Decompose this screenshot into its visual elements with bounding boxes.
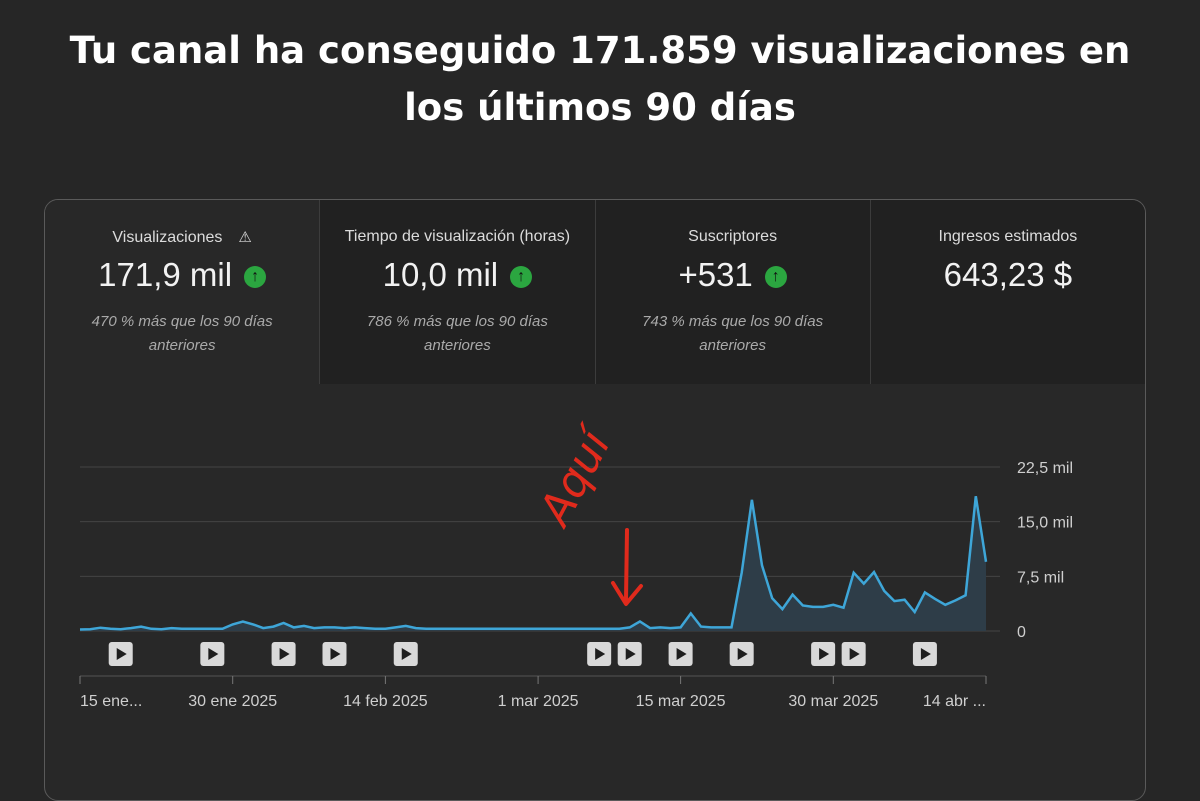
play-icon	[116, 648, 127, 660]
play-icon	[401, 648, 412, 660]
video-marker-icon[interactable]	[729, 642, 754, 666]
play-icon	[625, 648, 636, 660]
x-tick-label: 15 ene...	[80, 693, 142, 710]
metric-revenue[interactable]: Ingresos estimados 643,23 $	[870, 200, 1145, 384]
x-tick-label: 1 mar 2025	[498, 693, 579, 710]
video-marker-icon[interactable]	[587, 642, 612, 666]
arrow-up-icon: ↑	[510, 266, 533, 289]
video-marker-icon[interactable]	[271, 642, 296, 666]
video-marker-icon[interactable]	[912, 642, 937, 666]
play-icon	[737, 648, 748, 660]
annotation-text: Aquí	[528, 417, 623, 535]
x-tick-label: 14 feb 2025	[343, 693, 428, 710]
y-tick-label: 0	[1017, 624, 1026, 641]
x-tick-label: 30 mar 2025	[788, 693, 878, 710]
warning-icon: ⚠	[238, 229, 252, 246]
play-icon	[279, 648, 290, 660]
annotation-arrow-icon	[611, 528, 643, 606]
arrow-up-icon: ↑	[244, 266, 267, 289]
metrics-row: Visualizaciones ⚠ 171,9 mil ↑ 470 % más qu…	[45, 200, 1145, 384]
video-marker-icon[interactable]	[841, 642, 866, 666]
views-line	[79, 496, 988, 631]
metric-subscribers-note: 743 % más que los 90 días anteriores	[642, 313, 824, 354]
play-icon	[676, 648, 687, 660]
metric-revenue-value: 643,23 $	[943, 256, 1073, 293]
metric-views[interactable]: Visualizaciones ⚠ 171,9 mil ↑ 470 % más qu…	[45, 200, 321, 384]
metric-revenue-label: Ingresos estimados	[938, 228, 1078, 245]
views-chart: 22,5 mil 15,0 mil 7,5 mil 0 15 ene... 30 ene…	[79, 417, 1073, 710]
y-axis-ticks: 22,5 mil 15,0 mil 7,5 mil 0	[1017, 460, 1073, 641]
play-icon	[849, 648, 860, 660]
video-marker-icon[interactable]	[811, 642, 836, 666]
video-marker-icon[interactable]	[108, 642, 133, 666]
y-tick-label: 22,5 mil	[1017, 460, 1073, 477]
play-icon	[208, 648, 219, 660]
metric-watch-time-note: 786 % más que los 90 días anteriores	[366, 313, 548, 354]
play-icon	[819, 648, 830, 660]
analytics-card: Visualizaciones ⚠ 171,9 mil ↑ 470 % más qu…	[44, 199, 1146, 801]
x-tick-label: 30 ene 2025	[188, 693, 277, 710]
metric-watch-time[interactable]: Tiempo de visualización (horas) 10,0 mil…	[320, 200, 596, 384]
video-markers	[108, 642, 937, 666]
metric-watch-time-label: Tiempo de visualización (horas)	[344, 228, 571, 245]
metric-subscribers-value: +531	[678, 256, 753, 293]
x-tick-label: 14 abr ...	[923, 693, 986, 710]
video-marker-icon[interactable]	[200, 642, 225, 666]
metric-views-note: 470 % más que los 90 días anteriores	[91, 313, 273, 354]
arrow-up-icon: ↑	[764, 266, 787, 289]
video-marker-icon[interactable]	[668, 642, 693, 666]
metric-views-value: 171,9 mil	[98, 256, 233, 293]
x-tick-label: 15 mar 2025	[636, 693, 726, 710]
metric-subscribers-label: Suscriptores	[688, 228, 778, 245]
metric-watch-time-value: 10,0 mil	[382, 256, 499, 293]
y-tick-label: 15,0 mil	[1017, 515, 1073, 532]
video-marker-icon[interactable]	[393, 642, 418, 666]
play-icon	[920, 648, 931, 660]
play-icon	[330, 648, 341, 660]
page-headline: Tu canal ha conseguido 171.859 visualiza…	[0, 22, 1200, 136]
headline-line-2: los últimos 90 días	[404, 86, 796, 129]
views-area	[80, 496, 986, 631]
video-marker-icon[interactable]	[617, 642, 642, 666]
x-axis-ticks: 15 ene... 30 ene 2025 14 feb 2025 1 mar 202…	[79, 675, 987, 710]
metric-views-label: Visualizaciones	[112, 229, 223, 246]
y-tick-label: 7,5 mil	[1017, 569, 1064, 586]
headline-line-1: Tu canal ha conseguido 171.859 visualiza…	[69, 29, 1131, 72]
video-marker-icon[interactable]	[322, 642, 347, 666]
metric-subscribers[interactable]: Suscriptores +531 ↑ 743 % más que los 90 …	[595, 200, 871, 384]
play-icon	[595, 648, 606, 660]
